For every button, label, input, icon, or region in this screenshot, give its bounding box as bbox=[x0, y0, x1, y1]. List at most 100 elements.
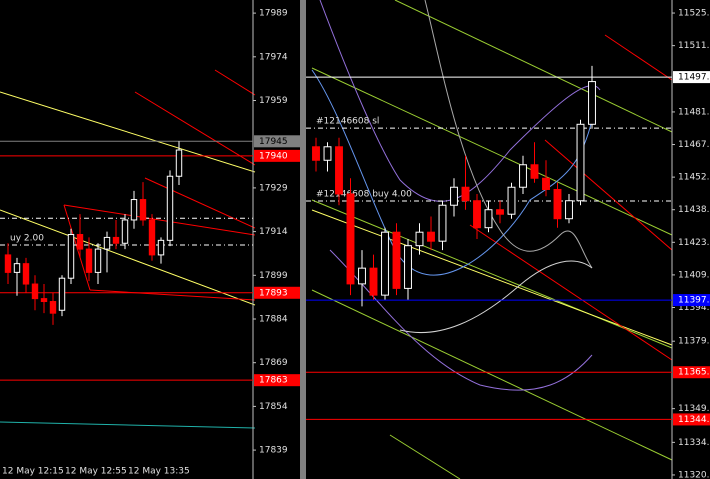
price-tag-label: 17863 bbox=[259, 376, 288, 386]
y-tick-label: 17884 bbox=[259, 314, 288, 324]
y-tick-label: 17974 bbox=[259, 52, 288, 62]
panel-separator bbox=[300, 0, 306, 479]
trend-line bbox=[311, 289, 673, 461]
y-tick-label: 11394.5 bbox=[678, 303, 710, 313]
y-tick-label: 11409.0 bbox=[678, 270, 710, 280]
candle-body bbox=[542, 177, 550, 190]
candle-body bbox=[22, 263, 30, 285]
candle-body bbox=[438, 204, 447, 242]
candle-body bbox=[404, 245, 412, 289]
envelope bbox=[424, 0, 593, 269]
candle-body bbox=[130, 199, 138, 221]
right-drawings bbox=[311, 0, 673, 479]
y-tick-label: 11320.0 bbox=[678, 470, 710, 479]
price-tag-label: 11344.7 bbox=[678, 415, 710, 425]
candle-body bbox=[312, 146, 320, 161]
candle-body bbox=[358, 267, 366, 285]
y-tick-label: 11467.0 bbox=[678, 140, 710, 150]
candle-body bbox=[576, 123, 585, 202]
order-label: uy 2.00 bbox=[10, 234, 44, 244]
candle-body bbox=[519, 164, 527, 188]
candle-body bbox=[346, 193, 355, 285]
trend-line bbox=[311, 209, 673, 346]
candle-body bbox=[553, 188, 562, 220]
trend-line bbox=[214, 69, 256, 96]
price-tag bbox=[673, 294, 710, 307]
price-tag-label: 17940 bbox=[259, 151, 288, 161]
candle-body bbox=[112, 236, 120, 244]
trend-line bbox=[311, 67, 673, 236]
y-tick-label: 11423.5 bbox=[678, 238, 710, 248]
candle-body bbox=[67, 234, 75, 279]
y-tick-label: 17959 bbox=[259, 96, 288, 106]
candle-body bbox=[139, 199, 147, 221]
trend-line bbox=[311, 199, 673, 349]
y-tick-label: 17989 bbox=[259, 9, 288, 19]
candle-body bbox=[31, 283, 39, 300]
y-tick-label: 11511.0 bbox=[678, 41, 710, 51]
left-drawings bbox=[0, 69, 256, 429]
y-tick-label: 11349.5 bbox=[678, 404, 710, 414]
candle-body bbox=[427, 231, 435, 242]
y-tick-label: 17914 bbox=[259, 227, 288, 237]
moving-average bbox=[311, 69, 593, 276]
candle-body bbox=[157, 239, 165, 256]
trend-line bbox=[469, 224, 673, 361]
trend-line bbox=[134, 91, 256, 166]
candle-body bbox=[13, 263, 21, 273]
x-tick-label: 12 May 13:35 bbox=[128, 467, 190, 477]
candle-body bbox=[40, 298, 48, 303]
trend-line bbox=[144, 177, 256, 229]
candle-body bbox=[507, 186, 516, 215]
y-tick-label: 11379.5 bbox=[678, 337, 710, 347]
price-tag-label: 11397.8 bbox=[678, 296, 710, 306]
candle-body bbox=[335, 146, 343, 195]
x-tick-label: 12 May 12:55 bbox=[65, 467, 127, 477]
price-tag bbox=[254, 286, 300, 299]
trend-line bbox=[0, 91, 256, 173]
y-tick-label: 17869 bbox=[259, 358, 288, 368]
price-tag bbox=[673, 413, 710, 426]
order-label: #12146608 buy 4.00 bbox=[316, 189, 412, 199]
candle-body bbox=[103, 236, 111, 250]
candle-body bbox=[94, 248, 102, 273]
trend-line bbox=[0, 421, 256, 429]
trend-line bbox=[89, 289, 256, 301]
candle-body bbox=[4, 254, 12, 273]
price-tag bbox=[254, 135, 300, 148]
price-tag-label: 17893 bbox=[259, 288, 288, 298]
price-tag bbox=[673, 71, 710, 84]
candle-body bbox=[85, 248, 93, 273]
candle-body bbox=[381, 231, 389, 296]
candle-body bbox=[415, 231, 424, 247]
candle-body bbox=[121, 219, 129, 244]
y-tick-label: 17929 bbox=[259, 183, 288, 193]
candle-body bbox=[496, 209, 504, 215]
trend-line bbox=[63, 204, 256, 236]
candle-body bbox=[58, 277, 66, 311]
trend-line bbox=[544, 139, 673, 251]
candle-body bbox=[323, 146, 332, 161]
candle-body bbox=[148, 219, 156, 256]
price-tag-label: 11497.0 bbox=[678, 73, 710, 83]
trend-line bbox=[604, 34, 673, 81]
y-tick-label: 11334.5 bbox=[678, 438, 710, 448]
y-tick-label: 11481.5 bbox=[678, 107, 710, 117]
x-tick-label: 12 May 12:15 bbox=[2, 467, 64, 477]
candle-body bbox=[461, 186, 470, 202]
trend-line bbox=[394, 0, 673, 133]
candle-body bbox=[484, 209, 493, 229]
y-tick-label: 11525.5 bbox=[678, 9, 710, 19]
candle-body bbox=[392, 231, 401, 289]
y-tick-label: 17854 bbox=[259, 402, 288, 412]
order-label: #12146608 sl bbox=[316, 117, 379, 127]
price-tag bbox=[254, 149, 300, 162]
envelope bbox=[399, 260, 593, 334]
candle-body bbox=[49, 301, 57, 314]
trend-line bbox=[389, 434, 461, 479]
candle-body bbox=[565, 200, 573, 220]
price-tag-label: 11365.7 bbox=[678, 368, 710, 378]
candle-body bbox=[369, 267, 378, 296]
